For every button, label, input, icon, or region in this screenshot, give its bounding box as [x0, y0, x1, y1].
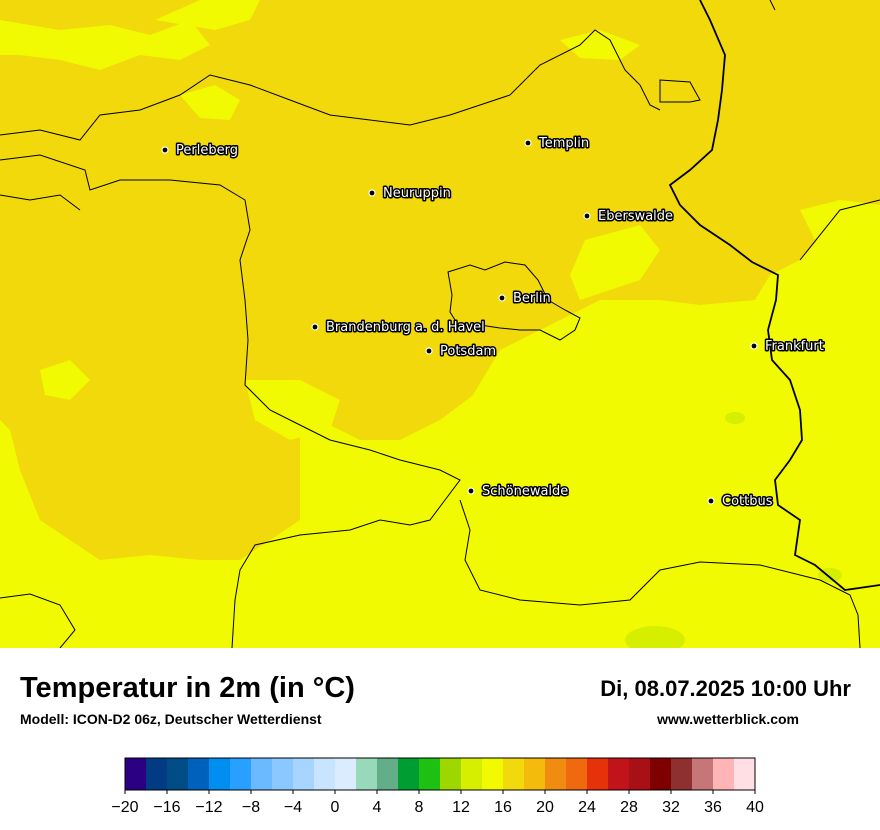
legend-tick-label: 16 — [494, 799, 512, 816]
legend-swatch — [272, 758, 294, 790]
legend-swatch — [566, 758, 588, 790]
map-title: Temperatur in 2m (in °C) — [20, 672, 355, 704]
legend-swatch — [419, 758, 441, 790]
legend-tick-labels: −20 −16 −12 −8 −4 0 4 8 12 16 20 24 28 32 36 40 — [111, 790, 764, 816]
legend-swatch — [398, 758, 420, 790]
legend-swatch — [440, 758, 462, 790]
city-dot — [583, 212, 591, 220]
temperature-legend: −20 −16 −12 −8 −4 0 4 8 12 16 20 24 28 32 36 40 — [111, 757, 764, 816]
legend-swatch — [293, 758, 315, 790]
city-label: Schönewalde — [482, 484, 568, 499]
city-label: Potsdam — [440, 344, 496, 359]
city-markers: Perleberg Templin Neuruppin Eberswalde Berli… — [161, 135, 825, 511]
legend-swatch — [587, 758, 609, 790]
legend-swatch — [692, 758, 714, 790]
legend-swatch — [335, 758, 357, 790]
city-label: Frankfurt — [765, 339, 824, 354]
city-dot — [524, 139, 532, 147]
legend-tick-label: 12 — [452, 799, 470, 816]
legend-tick-label: 8 — [415, 799, 424, 816]
city-label: Perleberg — [176, 143, 238, 158]
city-dot — [467, 487, 475, 495]
legend-swatch — [209, 758, 231, 790]
legend-swatch — [608, 758, 630, 790]
legend-tick-label: 20 — [536, 799, 554, 816]
city-label: Eberswalde — [598, 209, 673, 224]
city-dot — [161, 146, 169, 154]
temperature-map: Perleberg Templin Neuruppin Eberswalde Berli… — [0, 0, 880, 648]
legend-tick-label: 0 — [331, 799, 340, 816]
city-dot — [707, 497, 715, 505]
legend-swatch — [503, 758, 525, 790]
website-link[interactable]: www.wetterblick.com — [657, 711, 799, 727]
legend-swatch — [251, 758, 273, 790]
legend-swatch — [146, 758, 168, 790]
legend-swatch — [713, 758, 735, 790]
city-label: Berlin — [513, 291, 551, 306]
legend-swatch — [314, 758, 336, 790]
city-dot — [750, 342, 758, 350]
legend-swatch — [188, 758, 210, 790]
legend-tick-label: −20 — [111, 799, 138, 816]
legend-swatch — [545, 758, 567, 790]
field-16-18-patches — [0, 0, 880, 648]
legend-tick-label: 32 — [662, 799, 680, 816]
legend-swatch — [524, 758, 546, 790]
legend-tick-label: 36 — [704, 799, 722, 816]
legend-tick-label: 40 — [746, 799, 764, 816]
legend-tick-label: 28 — [620, 799, 638, 816]
legend-tick-label: −8 — [242, 799, 260, 816]
state-borders — [0, 0, 880, 648]
legend-swatch — [650, 758, 672, 790]
city-label: Brandenburg a. d. Havel — [326, 320, 485, 335]
legend-tick-label: 24 — [578, 799, 596, 816]
legend-tick-label: 4 — [373, 799, 382, 816]
legend-swatch — [377, 758, 399, 790]
legend-swatch — [461, 758, 483, 790]
city-label: Neuruppin — [383, 186, 451, 201]
city-dot — [311, 323, 319, 331]
city-dot — [368, 189, 376, 197]
legend-swatch — [125, 758, 147, 790]
legend-color-bar — [124, 757, 756, 791]
city-dot — [498, 294, 506, 302]
legend-swatch — [356, 758, 378, 790]
legend-tick-label: −16 — [153, 799, 180, 816]
legend-tick-label: −4 — [284, 799, 302, 816]
forecast-datetime: Di, 08.07.2025 10:00 Uhr — [600, 676, 851, 701]
legend-swatch — [230, 758, 252, 790]
city-label: Templin — [538, 136, 589, 151]
legend-swatch — [629, 758, 651, 790]
city-label: Cottbus — [722, 494, 773, 509]
legend-tick-label: −12 — [195, 799, 222, 816]
model-info: Modell: ICON-D2 06z, Deutscher Wetterdie… — [20, 711, 322, 727]
legend-frame — [124, 757, 756, 791]
legend-swatch — [671, 758, 693, 790]
city-dot — [425, 347, 433, 355]
legend-swatch — [482, 758, 504, 790]
legend-swatch — [167, 758, 189, 790]
legend-swatch — [734, 758, 756, 790]
